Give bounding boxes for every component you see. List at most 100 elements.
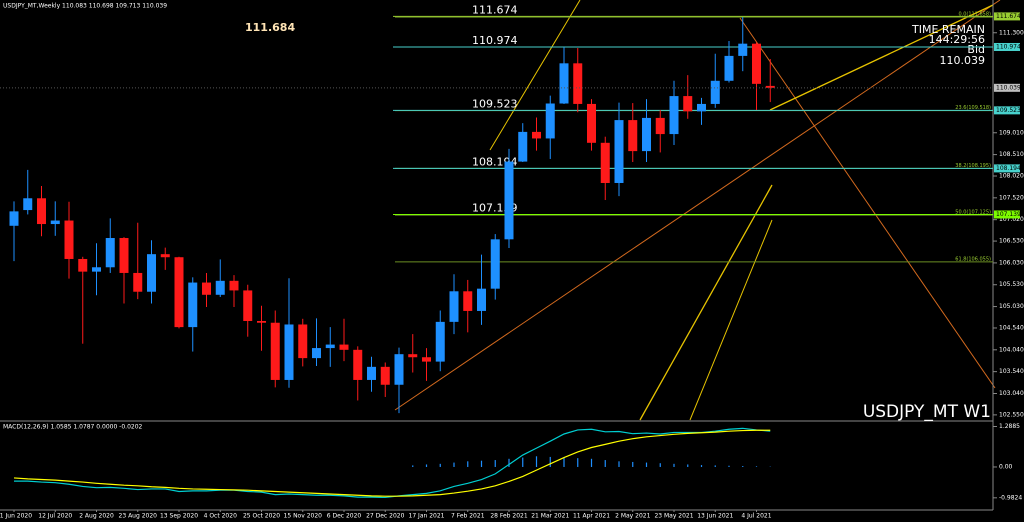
candle-body bbox=[202, 282, 211, 295]
candle-body bbox=[408, 354, 418, 358]
fib-label: 50.0(107.125) bbox=[955, 210, 991, 216]
macd-header: MACD(12,26,9) 1.0585 1.0787 0.0000 -0.02… bbox=[3, 424, 143, 431]
candle-body bbox=[752, 43, 761, 84]
candle-body bbox=[312, 348, 321, 359]
fib-label: 61.8(106.055) bbox=[955, 256, 991, 262]
time-remain-label: TIME REMAIN bbox=[911, 23, 985, 36]
candle-body bbox=[435, 321, 445, 362]
candle-body bbox=[394, 354, 404, 385]
candle-body bbox=[683, 96, 693, 112]
level-price-box bbox=[994, 12, 1020, 21]
y-tick-label: 102.550 bbox=[999, 411, 1024, 418]
candle-body bbox=[559, 63, 569, 104]
level-price-box bbox=[994, 42, 1020, 51]
candle-body bbox=[92, 267, 101, 272]
candle-body bbox=[587, 103, 596, 143]
histogram-bar bbox=[563, 457, 565, 467]
histogram-bar bbox=[480, 460, 483, 467]
candle-body bbox=[325, 344, 335, 349]
candle-body bbox=[23, 198, 33, 211]
macd-line bbox=[13, 429, 771, 497]
candle-body bbox=[119, 238, 129, 273]
histogram-bar bbox=[549, 456, 551, 467]
x-tick-label: 11 Apr 2021 bbox=[573, 513, 610, 520]
trend-line bbox=[739, 17, 996, 389]
candle-body bbox=[257, 320, 266, 323]
candle-body bbox=[765, 85, 775, 88]
x-tick-label: 15 Nov 2020 bbox=[284, 513, 323, 520]
level-price-label: 107.139 bbox=[996, 211, 1021, 218]
level-price-label: 111.674 bbox=[996, 13, 1021, 20]
level-label: 109.523 bbox=[472, 97, 518, 110]
candle-body bbox=[133, 272, 143, 292]
x-tick-label: 13 Jun 2021 bbox=[697, 513, 733, 520]
level-price-box bbox=[994, 164, 1020, 173]
x-tick-label: 4 Oct 2020 bbox=[204, 513, 237, 520]
candle-body bbox=[463, 291, 473, 311]
x-tick-label: 21 Jun 2020 bbox=[0, 513, 32, 520]
y-tick-label: -0.9824 bbox=[999, 494, 1022, 501]
y-tick-label: 106.530 bbox=[999, 238, 1024, 245]
histogram-bar bbox=[728, 465, 730, 467]
trend-line bbox=[689, 219, 773, 421]
candle-body bbox=[188, 282, 198, 328]
trend-line bbox=[489, 0, 581, 151]
price-annotation: 111.684 bbox=[245, 21, 295, 34]
x-tick-label: 13 Sep 2020 bbox=[160, 513, 198, 520]
candle-body bbox=[532, 131, 541, 139]
y-tick-label: 106.030 bbox=[999, 259, 1024, 266]
histogram-bar bbox=[535, 456, 538, 467]
x-tick-label: 25 Oct 2020 bbox=[243, 513, 280, 520]
level-price-label: 110.974 bbox=[996, 43, 1021, 50]
histogram-bar bbox=[673, 463, 675, 467]
trend-line bbox=[639, 184, 773, 421]
histogram-bar bbox=[700, 465, 703, 467]
candle-body bbox=[174, 257, 184, 328]
time-remain: 144:29:56 bbox=[929, 33, 985, 46]
y-tick-label: 107.020 bbox=[999, 216, 1024, 223]
candle-body bbox=[339, 344, 349, 350]
histogram-bar bbox=[618, 461, 620, 467]
x-tick-label: 12 Jul 2020 bbox=[38, 513, 72, 520]
candle-body bbox=[298, 324, 308, 359]
y-tick-label: 108.020 bbox=[999, 172, 1024, 179]
level-label: 110.974 bbox=[472, 34, 518, 47]
candle-body bbox=[64, 220, 74, 259]
candle-body bbox=[518, 131, 528, 162]
candle-body bbox=[697, 103, 706, 112]
candle-body bbox=[738, 43, 748, 56]
level-price-box bbox=[994, 106, 1020, 115]
histogram-bar bbox=[577, 458, 579, 467]
candle-body bbox=[614, 120, 624, 183]
candle-body bbox=[545, 103, 555, 139]
level-price-label: 108.194 bbox=[996, 165, 1021, 172]
histogram-bar bbox=[508, 458, 510, 467]
candle-body bbox=[9, 211, 19, 226]
candle-body bbox=[353, 349, 363, 380]
candle-body bbox=[449, 291, 459, 322]
chart-header: USDJPY_MT,Weekly 110.083 110.698 109.713… bbox=[3, 3, 167, 10]
histogram-bar bbox=[522, 457, 524, 467]
candle-body bbox=[50, 220, 60, 225]
x-tick-label: 6 Dec 2020 bbox=[327, 513, 362, 520]
histogram-bar bbox=[687, 464, 689, 467]
candle-body bbox=[504, 161, 514, 240]
candle-body bbox=[628, 120, 638, 152]
candle-body bbox=[655, 117, 665, 135]
histogram-bar bbox=[742, 466, 744, 467]
x-tick-label: 7 Feb 2021 bbox=[451, 513, 485, 520]
x-tick-label: 17 Jan 2021 bbox=[409, 513, 445, 520]
y-tick-label: 105.030 bbox=[999, 303, 1024, 310]
trend-line bbox=[769, 4, 994, 111]
histogram-bar bbox=[755, 466, 758, 467]
candle-body bbox=[573, 63, 583, 104]
candle-body bbox=[669, 96, 679, 135]
y-tick-label: 104.040 bbox=[999, 346, 1024, 353]
candle-body bbox=[477, 288, 486, 311]
y-tick-label: 105.530 bbox=[999, 281, 1024, 288]
candle-body bbox=[490, 239, 500, 289]
y-tick-label: 103.040 bbox=[999, 390, 1024, 397]
y-tick-label: 104.540 bbox=[999, 324, 1024, 331]
